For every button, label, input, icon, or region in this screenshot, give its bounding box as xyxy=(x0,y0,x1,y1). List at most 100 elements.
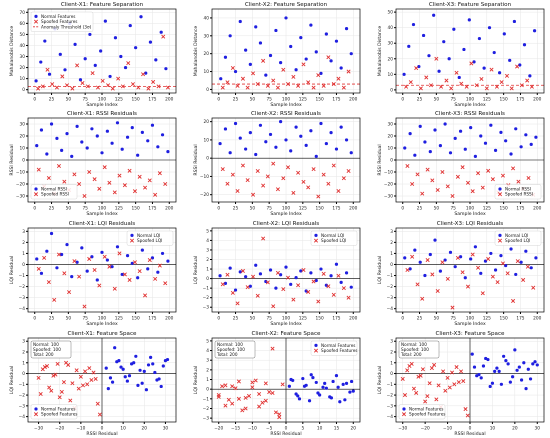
normal-point xyxy=(339,125,343,129)
spoofed-point xyxy=(220,167,225,172)
x-tick-label: 30 xyxy=(163,426,169,432)
x-axis-label: Sample Index xyxy=(270,102,302,108)
legend-label: Spoofed LQI xyxy=(137,238,162,243)
x-tick-label: 10 xyxy=(317,426,323,432)
chart-title: Client-X1: Feature Space xyxy=(68,331,138,337)
normal-point xyxy=(233,288,238,292)
x-tick-label: 150 xyxy=(132,97,140,103)
spoofed-point xyxy=(82,193,87,199)
normal-point xyxy=(339,280,343,285)
y-axis-label: LQI Residual xyxy=(377,256,383,284)
normal-point xyxy=(417,64,421,69)
normal-point xyxy=(284,138,288,142)
normal-point xyxy=(268,268,273,272)
normal-point xyxy=(156,270,160,274)
x-tick-label: 50 xyxy=(434,316,440,322)
normal-point xyxy=(296,394,300,398)
subplot-7: 0 25 50 75 100 125 150 175 200 −4 −3 −2 −1 0 1 2 3 Client… xyxy=(9,221,177,327)
normal-point xyxy=(106,387,110,391)
normal-point xyxy=(85,146,89,150)
spoofed-point xyxy=(296,83,301,88)
normal-point xyxy=(85,269,89,273)
normal-point xyxy=(78,78,83,82)
x-tick-label: 50 xyxy=(250,206,256,212)
normal-point xyxy=(349,379,354,384)
normal-point xyxy=(264,140,268,144)
spoofed-point xyxy=(280,382,285,387)
normal-point xyxy=(157,377,161,381)
x-tick-label: 175 xyxy=(148,316,156,322)
stats-text: Normal: 100 xyxy=(401,342,427,347)
normal-point xyxy=(517,365,521,369)
normal-point xyxy=(448,250,453,254)
normal-point xyxy=(95,134,99,138)
x-tick-label: 50 xyxy=(66,206,72,212)
normal-point xyxy=(351,389,355,393)
spoofed-point xyxy=(321,83,326,88)
normal-point xyxy=(244,275,248,279)
x-tick-label: 20 xyxy=(512,426,518,432)
x-tick-label: 200 xyxy=(533,316,541,322)
normal-point xyxy=(244,48,248,52)
normal-point xyxy=(482,66,486,70)
spoofed-point xyxy=(36,86,41,91)
normal-point xyxy=(524,133,528,137)
normal-point xyxy=(519,145,523,149)
x-tick-label: 100 xyxy=(466,316,474,322)
subplot-9: 0 25 50 75 100 125 150 175 200 −4 −3 −2 −1 0 1 2 3 Client… xyxy=(377,221,545,327)
normal-point xyxy=(309,271,313,275)
spoofed-point xyxy=(40,367,45,372)
normal-point xyxy=(160,251,165,256)
spoofed-point xyxy=(439,84,444,89)
x-tick-label: 175 xyxy=(332,206,340,212)
y-axis-label: RSSI Residual xyxy=(9,144,15,175)
spoofed-point xyxy=(281,67,286,72)
normal-point xyxy=(522,43,527,47)
normal-point xyxy=(103,19,107,23)
normal-point xyxy=(473,245,477,249)
x-tick-label: −15 xyxy=(231,426,240,432)
spoofed-point xyxy=(341,85,346,90)
normal-point xyxy=(427,54,431,58)
spoofed-point xyxy=(445,184,450,189)
spoofed-point xyxy=(235,301,240,306)
spoofed-point xyxy=(346,295,351,300)
spoofed-point xyxy=(240,268,245,273)
spoofed-point xyxy=(157,263,162,268)
normal-point xyxy=(238,19,242,24)
normal-point xyxy=(100,250,104,254)
spoofed-point xyxy=(163,181,168,187)
spoofed-point xyxy=(56,163,61,169)
normal-point xyxy=(493,268,498,272)
x-tick-label: −10 xyxy=(248,426,257,432)
spoofed-point xyxy=(255,293,260,298)
spoofed-point xyxy=(425,167,430,172)
normal-point xyxy=(113,346,117,350)
spoofed-point xyxy=(291,297,296,302)
x-tick-label: −20 xyxy=(55,426,64,432)
x-tick-label: 175 xyxy=(332,97,340,103)
spoofed-point xyxy=(147,258,152,263)
normal-point xyxy=(321,385,325,389)
normal-point xyxy=(509,152,513,156)
spoofed-point xyxy=(525,78,530,83)
normal-point xyxy=(349,151,353,155)
normal-point xyxy=(108,74,112,79)
spoofed-point xyxy=(460,165,465,170)
y-tick-label: −3 xyxy=(19,403,26,409)
spoofed-point xyxy=(400,376,405,381)
spoofed-point xyxy=(418,373,423,378)
normal-point xyxy=(428,150,432,154)
spoofed-point xyxy=(85,84,90,89)
spoofed-point xyxy=(126,61,131,66)
spoofed-point xyxy=(420,367,425,372)
normal-point xyxy=(433,238,437,242)
spoofed-point xyxy=(47,385,52,390)
normal-point xyxy=(264,73,268,77)
normal-point xyxy=(524,387,528,391)
legend-label: Normal Features xyxy=(409,407,444,412)
normal-point xyxy=(88,32,92,37)
normal-point xyxy=(160,133,165,137)
legend-box xyxy=(30,184,78,200)
